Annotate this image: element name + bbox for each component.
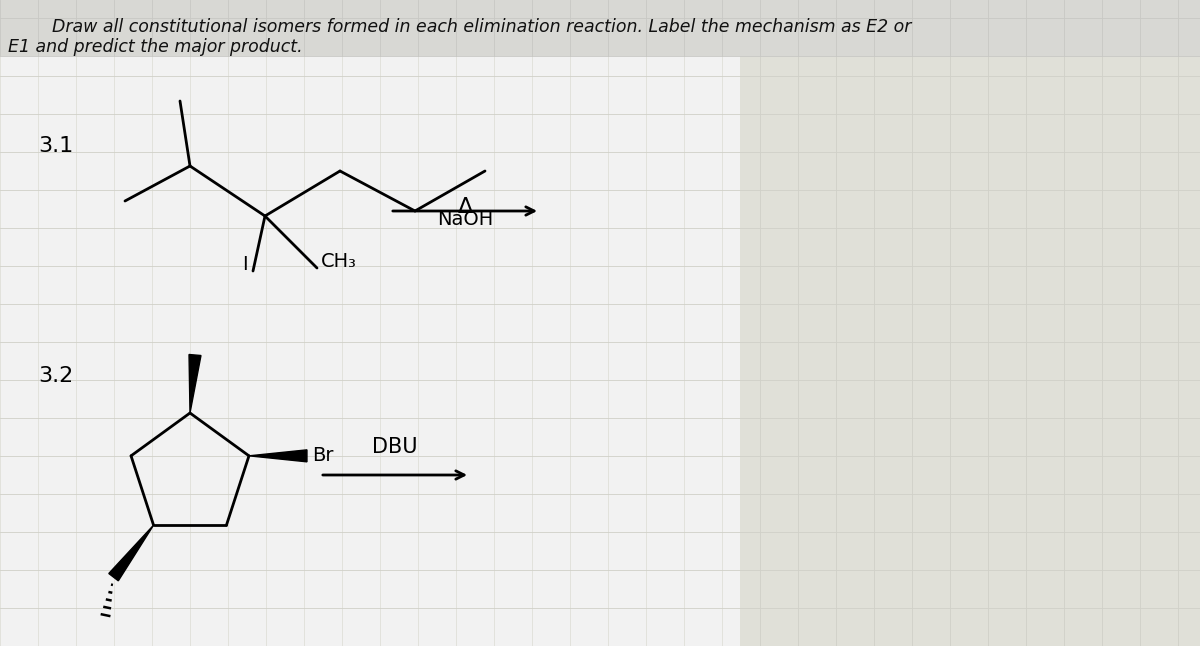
Polygon shape [248, 450, 307, 462]
Text: I: I [242, 255, 248, 274]
Bar [0, 0, 740, 646]
Text: Br: Br [312, 446, 334, 465]
Text: E1 and predict the major product.: E1 and predict the major product. [8, 38, 302, 56]
Text: NaOH: NaOH [437, 210, 493, 229]
Text: DBU: DBU [372, 437, 418, 457]
Polygon shape [190, 355, 200, 413]
Text: 3.1: 3.1 [38, 136, 73, 156]
Text: Δ: Δ [457, 197, 473, 217]
Bar [0, 0, 1200, 56]
Bar [740, 0, 1200, 646]
Text: 3.2: 3.2 [38, 366, 73, 386]
Text: CH₃: CH₃ [322, 252, 356, 271]
Text: Draw all constitutional isomers formed in each elimination reaction. Label the m: Draw all constitutional isomers formed i… [30, 18, 911, 36]
Polygon shape [109, 525, 154, 581]
